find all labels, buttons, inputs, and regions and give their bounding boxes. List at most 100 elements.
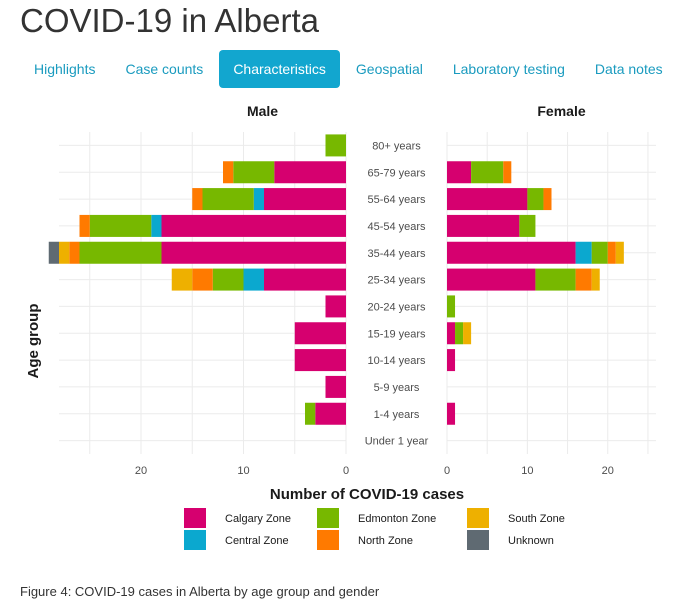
- y-axis-title: Age group: [25, 304, 42, 379]
- bar-female-calgary-zone[interactable]: [447, 161, 472, 184]
- legend-swatch: [467, 530, 489, 550]
- legend-swatch: [317, 508, 339, 528]
- age-group-label: 10-14 years: [367, 355, 426, 367]
- age-group-label: 15-19 years: [367, 328, 426, 340]
- bar-male-north-zone[interactable]: [192, 188, 203, 211]
- age-group-label: 80+ years: [372, 140, 421, 152]
- legend-item-unknown[interactable]: Unknown: [467, 530, 554, 550]
- figure-caption: Figure 4: COVID-19 cases in Alberta by a…: [20, 584, 380, 599]
- bar-female-edmonton-zone[interactable]: [447, 295, 456, 318]
- x-tick-male: 0: [343, 465, 349, 477]
- tab-geospatial[interactable]: Geospatial: [355, 61, 423, 77]
- legend-item-edmonton-zone[interactable]: Edmonton Zone: [317, 508, 436, 528]
- bar-male-north-zone[interactable]: [79, 214, 90, 237]
- bar-male-edmonton-zone[interactable]: [233, 161, 275, 184]
- bar-male-calgary-zone[interactable]: [161, 214, 347, 237]
- legend-label: North Zone: [358, 535, 413, 547]
- bar-male-north-zone[interactable]: [69, 241, 80, 264]
- legend-label: Central Zone: [225, 535, 289, 547]
- bar-female-north-zone[interactable]: [543, 188, 552, 211]
- bar-female-south-zone[interactable]: [615, 241, 624, 264]
- bar-female-edmonton-zone[interactable]: [591, 241, 608, 264]
- legend-swatch: [184, 530, 206, 550]
- age-group-label: 35-44 years: [367, 248, 426, 260]
- bar-male-edmonton-zone[interactable]: [89, 214, 152, 237]
- legend-item-south-zone[interactable]: South Zone: [467, 508, 565, 528]
- bar-male-unknown[interactable]: [48, 241, 59, 264]
- bar-female-calgary-zone[interactable]: [447, 268, 536, 291]
- bar-female-edmonton-zone[interactable]: [527, 188, 544, 211]
- bar-male-edmonton-zone[interactable]: [325, 134, 347, 157]
- bar-female-central-zone[interactable]: [575, 241, 592, 264]
- bar-female-calgary-zone[interactable]: [447, 322, 456, 345]
- tab-bar: Highlights Case counts Characteristics Geos…: [20, 50, 679, 90]
- bar-female-edmonton-zone[interactable]: [455, 322, 464, 345]
- bar-female-edmonton-zone[interactable]: [471, 161, 504, 184]
- tab-highlights[interactable]: Highlights: [34, 61, 96, 77]
- age-group-label: 45-54 years: [367, 221, 426, 233]
- x-tick-male: 20: [135, 465, 147, 477]
- bar-female-calgary-zone[interactable]: [447, 349, 456, 372]
- bar-male-south-zone[interactable]: [171, 268, 193, 291]
- bar-male-north-zone[interactable]: [192, 268, 213, 291]
- bar-female-north-zone[interactable]: [607, 241, 616, 264]
- age-group-label: 1-4 years: [374, 409, 420, 421]
- legend-label: Unknown: [508, 535, 554, 547]
- bar-female-south-zone[interactable]: [463, 322, 472, 345]
- page-title: COVID-19 in Alberta: [20, 2, 319, 39]
- bar-male-south-zone[interactable]: [59, 241, 70, 264]
- legend-item-north-zone[interactable]: North Zone: [317, 530, 413, 550]
- age-gender-chart: Male Female 80+ years 65-79 years 55-64 year…: [25, 103, 656, 550]
- bar-female-edmonton-zone[interactable]: [535, 268, 576, 291]
- bar-male-calgary-zone[interactable]: [264, 188, 346, 211]
- bar-female-calgary-zone[interactable]: [447, 402, 456, 425]
- bar-male-edmonton-zone[interactable]: [202, 188, 254, 211]
- age-group-label: 55-64 years: [367, 194, 426, 206]
- tab-data-notes[interactable]: Data notes: [594, 61, 663, 77]
- bar-male-edmonton-zone[interactable]: [305, 402, 316, 425]
- panel-title-female: Female: [537, 103, 585, 119]
- bar-male-calgary-zone[interactable]: [294, 349, 346, 372]
- x-tick-male: 10: [237, 465, 249, 477]
- x-axis-title: Number of COVID-19 cases: [270, 486, 464, 503]
- bar-male-central-zone[interactable]: [243, 268, 265, 291]
- legend-swatch: [184, 508, 206, 528]
- bar-male-edmonton-zone[interactable]: [212, 268, 244, 291]
- bar-female-south-zone[interactable]: [591, 268, 600, 291]
- panel-title-male: Male: [247, 103, 278, 119]
- legend-label: Calgary Zone: [225, 513, 291, 525]
- x-tick-female: 20: [602, 465, 614, 477]
- bar-male-calgary-zone[interactable]: [325, 375, 347, 398]
- bar-male-calgary-zone[interactable]: [315, 402, 346, 425]
- legend-swatch: [467, 508, 489, 528]
- bar-female-north-zone[interactable]: [503, 161, 512, 184]
- bar-female-calgary-zone[interactable]: [447, 188, 528, 211]
- bar-female-north-zone[interactable]: [575, 268, 592, 291]
- age-group-label: 25-34 years: [367, 275, 426, 287]
- age-group-label: Under 1 year: [365, 436, 429, 448]
- bar-female-calgary-zone[interactable]: [447, 214, 520, 237]
- bar-male-calgary-zone[interactable]: [294, 322, 346, 345]
- tab-characteristics[interactable]: Characteristics: [219, 50, 340, 88]
- x-tick-female: 10: [521, 465, 533, 477]
- bar-male-calgary-zone[interactable]: [161, 241, 347, 264]
- age-group-label: 20-24 years: [367, 301, 426, 313]
- bar-male-calgary-zone[interactable]: [274, 161, 346, 184]
- age-group-label: 5-9 years: [374, 382, 420, 394]
- bar-female-calgary-zone[interactable]: [447, 241, 576, 264]
- tab-laboratory-testing[interactable]: Laboratory testing: [452, 61, 565, 77]
- x-tick-female: 0: [444, 465, 450, 477]
- bar-female-edmonton-zone[interactable]: [519, 214, 536, 237]
- legend-label: South Zone: [508, 513, 565, 525]
- bar-male-central-zone[interactable]: [253, 188, 264, 211]
- bar-male-calgary-zone[interactable]: [264, 268, 346, 291]
- age-group-label: 65-79 years: [367, 167, 426, 179]
- bar-male-north-zone[interactable]: [223, 161, 234, 184]
- bar-male-calgary-zone[interactable]: [325, 295, 347, 318]
- bar-male-central-zone[interactable]: [151, 214, 162, 237]
- legend-item-central-zone[interactable]: Central Zone: [184, 530, 289, 550]
- legend-swatch: [317, 530, 339, 550]
- legend-item-calgary-zone[interactable]: Calgary Zone: [184, 508, 291, 528]
- bar-male-edmonton-zone[interactable]: [79, 241, 162, 264]
- tab-case-counts[interactable]: Case counts: [125, 61, 204, 77]
